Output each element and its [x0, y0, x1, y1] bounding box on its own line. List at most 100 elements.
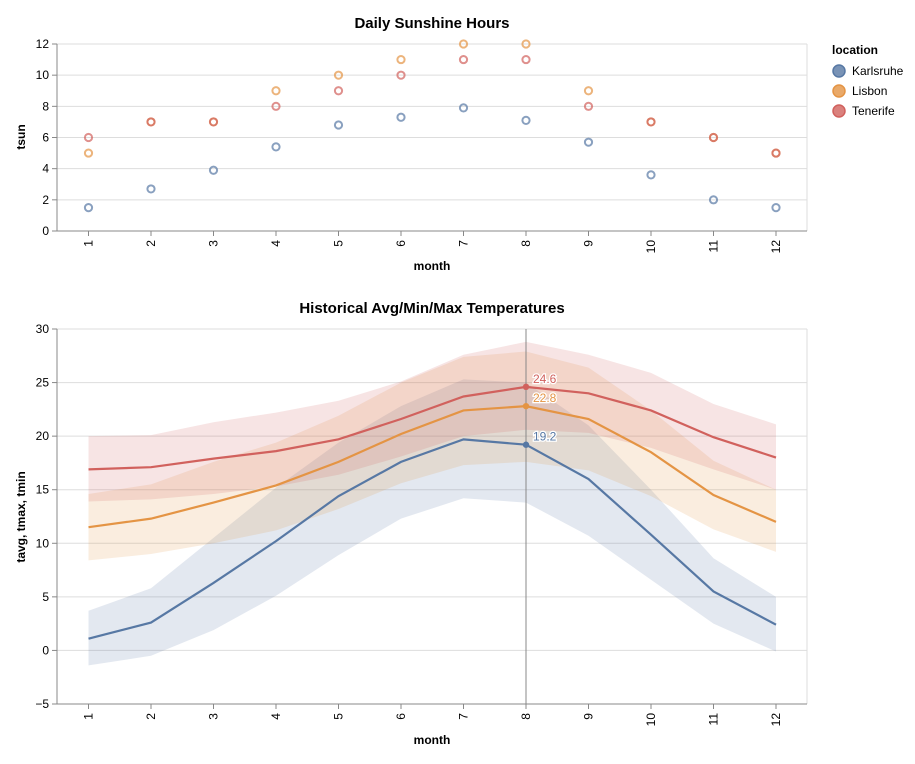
sunshine-x-tick-label: 2 [144, 240, 158, 247]
sunshine-y-tick-label: 4 [42, 162, 49, 176]
legend-label: Lisbon [852, 84, 887, 98]
sunshine-point-tenerife[interactable] [708, 132, 719, 143]
sunshine-point-karlsruhe[interactable] [208, 165, 219, 175]
temperature-y-tick-label: 30 [36, 322, 50, 336]
sunshine-point-lisbon[interactable] [396, 54, 406, 65]
sunshine-point-lisbon[interactable] [458, 39, 469, 49]
temperature-line-tenerife[interactable] [88, 385, 777, 471]
sunshine-y-tick-label: 12 [36, 37, 50, 51]
temperature-point-karlsruhe[interactable] [522, 441, 530, 448]
sunshine-point-tenerife[interactable] [271, 101, 281, 111]
sunshine-point-tenerife[interactable] [146, 117, 156, 127]
sunshine-point-karlsruhe[interactable] [333, 120, 344, 130]
legend-title: location [832, 43, 878, 57]
temperature-value-labels: 19.2 22.8 24.6 [532, 371, 558, 445]
temperature-x-tick-label: 6 [394, 713, 408, 720]
sunshine-point-lisbon[interactable] [333, 70, 344, 80]
sunshine-point-tenerife[interactable] [521, 54, 531, 65]
temperature-y-tick-label: 5 [42, 590, 49, 604]
temperature-y-tick-label: 15 [36, 483, 50, 497]
legend-item-karlsruhe[interactable]: Karlsruhe [832, 64, 904, 78]
temperature-x-tick-label: 3 [207, 713, 221, 720]
legend-swatch [832, 64, 846, 78]
temperature-y-axis-title: tavg, tmax, tmin [14, 471, 28, 562]
sunshine-point-lisbon[interactable] [521, 39, 531, 49]
sunshine-point-karlsruhe[interactable] [583, 137, 594, 147]
sunshine-point-lisbon[interactable] [583, 86, 594, 96]
sunshine-y-tick-label: 8 [42, 99, 49, 113]
sunshine-x-tick-label: 10 [644, 240, 658, 254]
legend-swatch [832, 84, 846, 98]
temperature-y-tick-label: 10 [36, 536, 50, 550]
temperature-point-tenerife[interactable] [522, 383, 530, 391]
sunshine-point-lisbon[interactable] [271, 86, 281, 96]
sunshine-x-tick-label: 9 [582, 240, 596, 247]
sunshine-point-karlsruhe[interactable] [521, 115, 531, 125]
sunshine-point-karlsruhe[interactable] [708, 195, 719, 205]
legend-item-tenerife[interactable]: Tenerife [832, 104, 895, 118]
temperature-band-karlsruhe [88, 379, 776, 666]
sunshine-point-tenerife[interactable] [771, 148, 781, 158]
sunshine-x-tick-label: 8 [519, 240, 533, 247]
sunshine-point-tenerife[interactable] [333, 86, 344, 96]
sunshine-y-tick-label: 10 [36, 68, 50, 82]
temperature-x-tick-label: 4 [269, 713, 283, 720]
sunshine-y-tick-label: 6 [42, 131, 49, 145]
sunshine-point-karlsruhe[interactable] [396, 112, 406, 122]
temperature-chart-title: Historical Avg/Min/Max Temperatures [299, 300, 564, 317]
sunshine-point-tenerife[interactable] [83, 132, 94, 143]
legend-swatch [832, 104, 846, 118]
sunshine-point-tenerife[interactable] [646, 117, 656, 127]
sunshine-point-karlsruhe[interactable] [771, 203, 781, 213]
temperature-y-tick-label: −5 [35, 697, 49, 711]
temperature-x-tick-label: 10 [644, 713, 658, 727]
sunshine-x-tick-label: 3 [207, 240, 221, 247]
sunshine-chart-title: Daily Sunshine Hours [354, 15, 509, 32]
sunshine-x-axis-title: month [414, 259, 451, 273]
temperature-point-lisbon[interactable] [522, 402, 530, 410]
legend-item-lisbon[interactable]: Lisbon [832, 84, 887, 98]
sunshine-point-karlsruhe[interactable] [646, 170, 656, 180]
temperature-y-tick-label: 20 [36, 429, 50, 443]
sunshine-point-tenerife[interactable] [583, 101, 594, 111]
sunshine-x-tick-label: 12 [769, 240, 783, 254]
sunshine-point-karlsruhe[interactable] [271, 142, 281, 152]
sunshine-point-karlsruhe[interactable] [458, 103, 469, 113]
temperature-x-tick-label: 2 [144, 713, 158, 720]
temperature-x-tick-label: 5 [332, 713, 346, 720]
sunshine-y-tick-label: 2 [42, 193, 49, 207]
temperature-x-tick-label: 8 [519, 713, 533, 720]
sunshine-x-tick-label: 11 [707, 240, 721, 253]
sunshine-point-tenerife[interactable] [208, 117, 219, 127]
temperature-value-label-tenerife: 24.6 [533, 372, 557, 386]
temperature-x-tick-label: 11 [707, 713, 721, 726]
sunshine-point-tenerife[interactable] [458, 54, 469, 65]
sunshine-point-tenerife[interactable] [396, 70, 406, 80]
temperature-x-axis-title: month [414, 733, 451, 747]
legend[interactable]: location Karlsruhe Lisbon Tenerife [832, 43, 904, 118]
temperature-x-tick-label: 1 [82, 713, 96, 720]
temperature-bands [88, 341, 776, 666]
sunshine-point-karlsruhe[interactable] [83, 203, 94, 213]
sunshine-x-tick-label: 4 [269, 240, 283, 247]
sunshine-points [83, 39, 781, 213]
sunshine-y-axis-title: tsun [14, 124, 28, 149]
temperature-y-tick-label: 0 [42, 643, 49, 657]
sunshine-point-lisbon[interactable] [83, 148, 94, 158]
sunshine-grid [57, 43, 808, 232]
temperature-line-karlsruhe[interactable] [88, 438, 777, 640]
temperature-line-lisbon[interactable] [88, 405, 777, 529]
temperature-x-tick-label: 12 [769, 713, 783, 727]
sunshine-x-tick-label: 7 [457, 240, 471, 247]
sunshine-x-tick-label: 5 [332, 240, 346, 247]
sunshine-point-karlsruhe[interactable] [146, 184, 156, 194]
temperature-band-lisbon [88, 351, 776, 561]
temperature-value-label-lisbon: 22.8 [533, 391, 557, 405]
sunshine-x-tick-label: 1 [82, 240, 96, 247]
temperature-value-label-karlsruhe: 19.2 [533, 430, 557, 444]
sunshine-y-tick-label: 0 [42, 224, 49, 238]
